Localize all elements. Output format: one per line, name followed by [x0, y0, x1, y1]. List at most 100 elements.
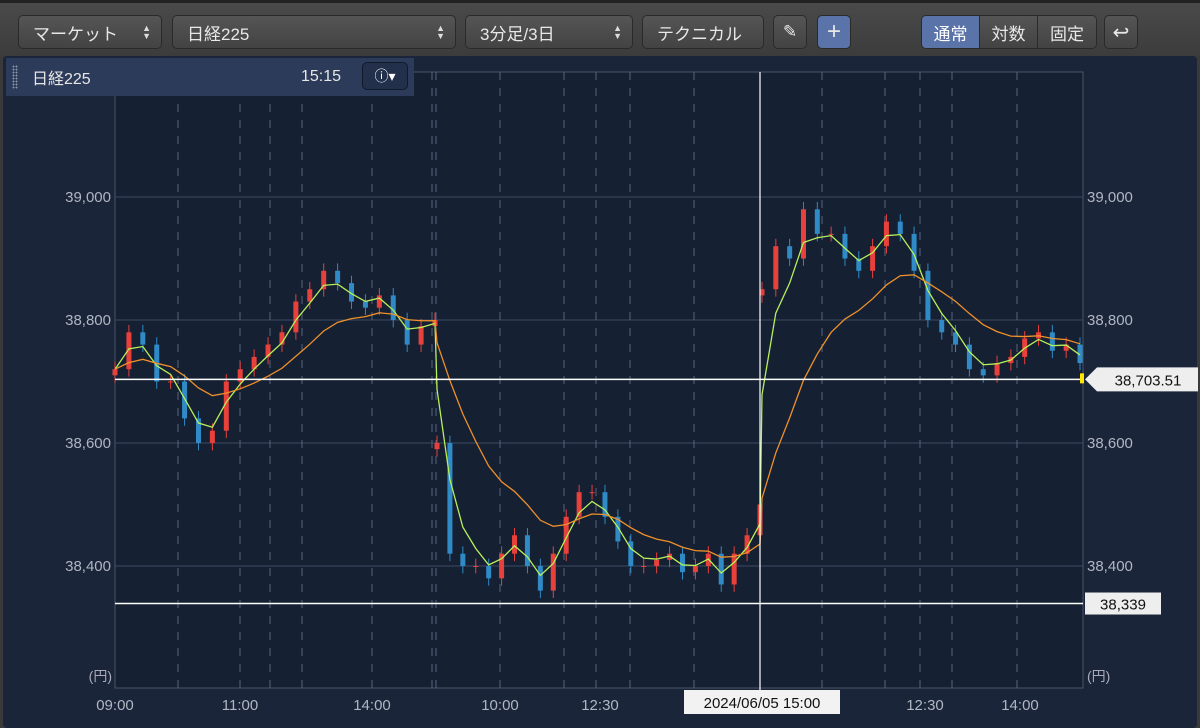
- candle: [897, 221, 903, 234]
- candle: [842, 233, 848, 259]
- x-tick: 14:00: [353, 697, 391, 714]
- candle: [237, 369, 243, 382]
- symbol-select-label: 日経225: [187, 24, 250, 44]
- x-tick: 14:00: [1001, 697, 1039, 714]
- crosshair-time-label: 2024/06/05 15:00: [704, 695, 821, 712]
- toolbar: マーケット ▲ ▼ 日経225 ▲ ▼ 3分足/3日 ▲ ▼ テクニカル ✎ + 通常 対数…: [0, 0, 1200, 56]
- period-select[interactable]: 3分足/3日 ▲ ▼: [465, 15, 633, 49]
- candle: [473, 566, 479, 567]
- candle: [434, 443, 440, 450]
- candle: [1049, 332, 1055, 351]
- candle: [980, 369, 986, 376]
- low-price-tag: [1085, 592, 1161, 615]
- updown-icon: ▲ ▼: [613, 23, 622, 41]
- info-panel: 日経225 15:15 ⓘ▾: [6, 58, 414, 96]
- candle: [499, 553, 505, 579]
- x-tick: 10:00: [481, 697, 519, 714]
- ma-short-line: [114, 233, 1081, 577]
- candle: [223, 381, 229, 431]
- candle: [679, 553, 685, 573]
- candle: [418, 326, 424, 345]
- x-tick: 12:30: [906, 697, 944, 714]
- candle: [576, 492, 582, 517]
- updown-icon: ▲ ▼: [436, 23, 445, 41]
- candle: [279, 332, 285, 345]
- candle: [335, 270, 341, 284]
- candle: [925, 270, 931, 320]
- candle: [828, 233, 834, 235]
- technical-button[interactable]: テクニカル: [642, 15, 764, 49]
- low-price-label: 38,339: [1100, 597, 1146, 614]
- candle: [512, 535, 518, 554]
- return-icon: ↩: [1112, 21, 1130, 44]
- candle: [524, 535, 530, 566]
- candle: [112, 369, 118, 376]
- candle: [602, 492, 608, 517]
- y-tick-right: 38,600: [1087, 435, 1133, 452]
- candle: [731, 553, 737, 585]
- candle: [856, 258, 862, 271]
- candle: [814, 209, 820, 234]
- info-time: 15:15: [301, 68, 342, 85]
- info-icon: ⓘ▾: [374, 68, 396, 84]
- x-tick: 12:30: [581, 697, 619, 714]
- candle: [265, 344, 271, 357]
- candle: [140, 332, 146, 345]
- technical-label: テクニカル: [657, 24, 742, 44]
- candle: [251, 356, 257, 370]
- candle: [870, 246, 876, 271]
- updown-icon: ▲ ▼: [142, 23, 151, 41]
- scale-log[interactable]: 対数: [980, 16, 1038, 48]
- candle: [321, 270, 327, 290]
- candle: [195, 418, 201, 443]
- candle: [800, 209, 806, 259]
- y-tick-left: 39,000: [65, 189, 111, 206]
- last-price-marker: [1080, 373, 1084, 384]
- info-button[interactable]: ⓘ▾: [362, 62, 408, 90]
- y-unit-left: (円): [89, 668, 112, 684]
- scale-normal[interactable]: 通常: [922, 16, 980, 48]
- candle: [209, 430, 215, 443]
- symbol-select[interactable]: 日経225 ▲ ▼: [172, 15, 456, 49]
- scale-fixed[interactable]: 固定: [1038, 16, 1096, 48]
- candle: [966, 344, 972, 370]
- candle: [550, 553, 556, 591]
- crosshair-icon: +: [826, 18, 841, 45]
- candle: [787, 246, 793, 259]
- candle: [759, 289, 765, 296]
- scale-mode-group: 通常 対数 固定: [921, 15, 1097, 49]
- candle: [362, 301, 368, 308]
- candle: [628, 541, 634, 566]
- y-tick-right: 38,800: [1087, 312, 1133, 329]
- drag-handle[interactable]: [12, 65, 18, 89]
- candle: [182, 381, 188, 419]
- candle: [349, 283, 355, 302]
- crosshair-button[interactable]: +: [817, 15, 851, 49]
- candle: [744, 535, 750, 554]
- y-tick-left: 38,600: [65, 435, 111, 452]
- candle: [404, 320, 410, 345]
- candle: [641, 566, 647, 567]
- candle: [654, 559, 660, 566]
- candle: [390, 295, 396, 320]
- candle: [883, 221, 889, 247]
- candle: [773, 246, 779, 290]
- crosshair-price-tag: [1085, 367, 1198, 392]
- pencil-button[interactable]: ✎: [773, 15, 807, 49]
- info-symbol: 日経225: [32, 71, 91, 88]
- x-tick: 09:00: [96, 697, 134, 714]
- candle: [953, 332, 959, 345]
- market-select[interactable]: マーケット ▲ ▼: [18, 15, 162, 49]
- candle: [486, 566, 492, 579]
- candle: [537, 566, 543, 591]
- undo-button[interactable]: ↩: [1104, 15, 1138, 49]
- candle: [589, 492, 595, 494]
- candle: [307, 289, 313, 302]
- y-tick-right: 38,400: [1087, 558, 1133, 575]
- candle: [692, 566, 698, 573]
- candle: [563, 516, 569, 554]
- candle: [615, 516, 621, 542]
- y-tick-right: 39,000: [1087, 189, 1133, 206]
- pencil-icon: ✎: [782, 22, 798, 41]
